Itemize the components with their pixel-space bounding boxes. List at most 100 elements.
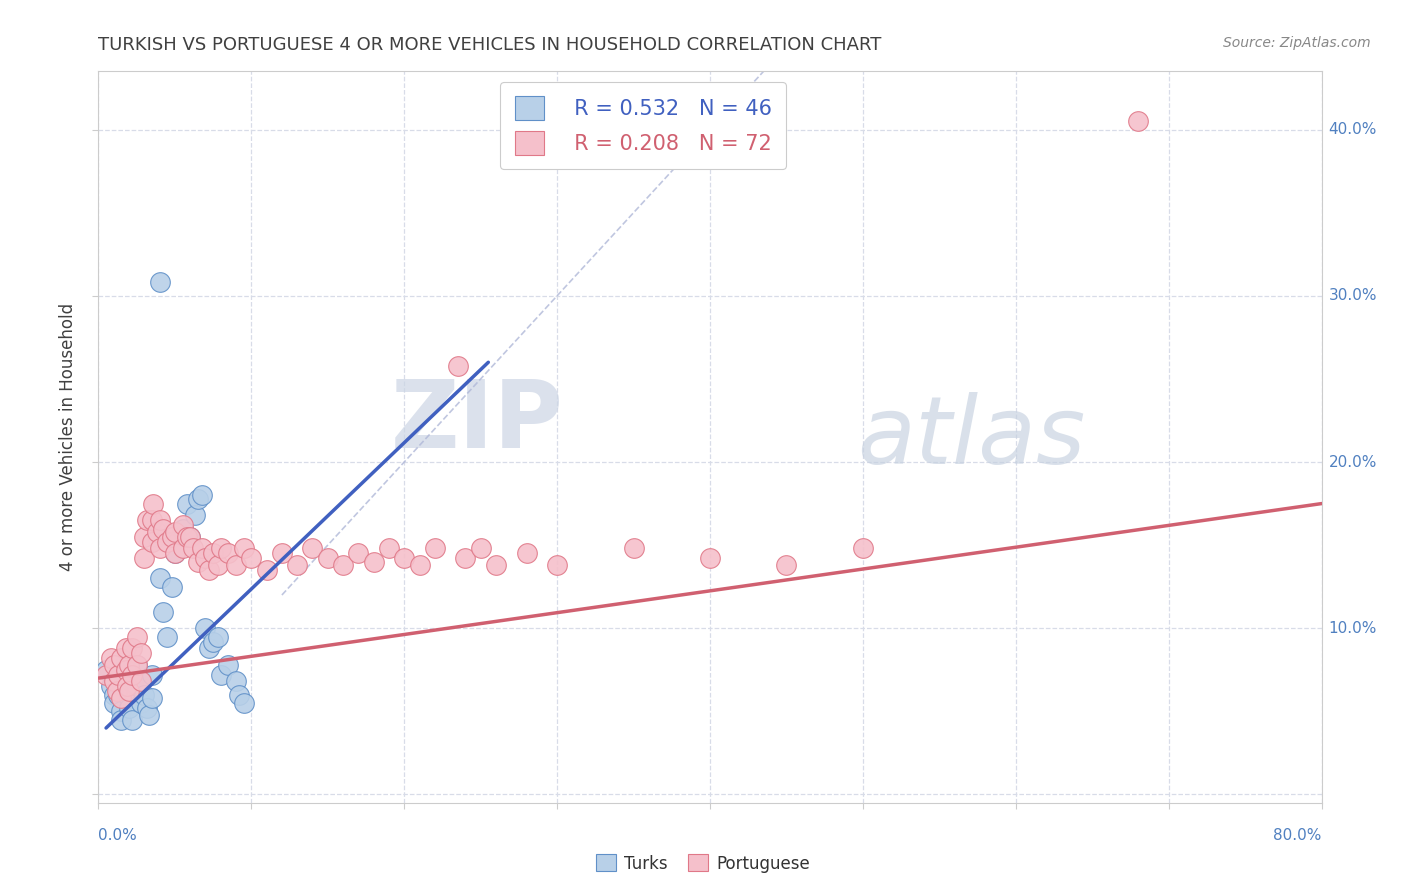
Point: [118, 657, 141, 672]
Point: [184, 508, 207, 523]
Point: [107, 667, 129, 681]
Point: [316, 551, 339, 566]
Text: 10.0%: 10.0%: [1329, 621, 1376, 636]
Point: [115, 674, 138, 689]
Point: [187, 555, 209, 569]
Point: [775, 558, 797, 573]
Point: [202, 546, 225, 560]
Point: [191, 541, 214, 556]
Point: [121, 713, 143, 727]
Point: [378, 541, 401, 556]
Point: [197, 563, 219, 577]
Point: [125, 657, 148, 672]
Point: [117, 667, 139, 681]
Point: [129, 674, 152, 689]
Point: [285, 558, 308, 573]
Point: [134, 551, 156, 566]
Point: [187, 491, 209, 506]
Point: [623, 541, 645, 556]
Point: [103, 674, 125, 689]
Point: [125, 680, 148, 694]
Point: [176, 530, 198, 544]
Point: [423, 541, 446, 556]
Point: [134, 688, 156, 702]
Point: [172, 521, 194, 535]
Point: [145, 524, 167, 539]
Point: [207, 558, 229, 573]
Point: [118, 701, 141, 715]
Point: [194, 551, 217, 566]
Point: [485, 558, 508, 573]
Point: [115, 663, 138, 677]
Point: [160, 580, 183, 594]
Point: [105, 671, 128, 685]
Point: [516, 546, 538, 560]
Point: [217, 546, 239, 560]
Point: [852, 541, 875, 556]
Point: [270, 546, 292, 560]
Point: [103, 688, 125, 702]
Point: [163, 524, 186, 539]
Point: [125, 657, 148, 672]
Point: [546, 558, 568, 573]
Point: [176, 497, 198, 511]
Point: [225, 558, 247, 573]
Point: [454, 551, 477, 566]
Point: [118, 684, 141, 698]
Point: [699, 551, 721, 566]
Legend:   R = 0.532   N = 46,   R = 0.208   N = 72: R = 0.532 N = 46, R = 0.208 N = 72: [501, 82, 786, 169]
Point: [209, 541, 232, 556]
Point: [100, 680, 122, 694]
Point: [408, 558, 430, 573]
Point: [149, 513, 172, 527]
Point: [207, 630, 229, 644]
Point: [142, 497, 165, 511]
Point: [179, 530, 201, 544]
Point: [228, 688, 250, 702]
Point: [156, 630, 179, 644]
Point: [115, 641, 138, 656]
Point: [191, 488, 214, 502]
Point: [332, 558, 354, 573]
Point: [94, 663, 117, 677]
Point: [141, 667, 163, 681]
Point: [121, 667, 143, 681]
Point: [149, 571, 172, 585]
Text: atlas: atlas: [856, 392, 1085, 483]
Point: [129, 674, 152, 689]
Point: [136, 513, 159, 527]
Point: [152, 605, 174, 619]
Text: Source: ZipAtlas.com: Source: ZipAtlas.com: [1223, 36, 1371, 50]
Text: TURKISH VS PORTUGUESE 4 OR MORE VEHICLES IN HOUSEHOLD CORRELATION CHART: TURKISH VS PORTUGUESE 4 OR MORE VEHICLES…: [98, 36, 882, 54]
Point: [179, 530, 201, 544]
Point: [163, 546, 186, 560]
Point: [256, 563, 278, 577]
Point: [232, 541, 254, 556]
Point: [94, 667, 117, 681]
Text: ZIP: ZIP: [391, 376, 564, 468]
Point: [129, 646, 152, 660]
Y-axis label: 4 or more Vehicles in Household: 4 or more Vehicles in Household: [59, 303, 77, 571]
Point: [202, 634, 225, 648]
Legend: Turks, Portuguese: Turks, Portuguese: [589, 847, 817, 880]
Point: [110, 691, 132, 706]
Point: [141, 691, 163, 706]
Point: [232, 696, 254, 710]
Point: [240, 551, 263, 566]
Text: 20.0%: 20.0%: [1329, 455, 1376, 469]
Point: [470, 541, 492, 556]
Point: [110, 713, 132, 727]
Point: [209, 667, 232, 681]
Point: [160, 530, 183, 544]
Point: [181, 541, 204, 556]
Point: [118, 691, 141, 706]
Point: [141, 513, 163, 527]
Point: [145, 530, 167, 544]
Point: [115, 655, 138, 669]
Point: [125, 630, 148, 644]
Text: 30.0%: 30.0%: [1329, 288, 1376, 303]
Point: [392, 551, 416, 566]
Point: [117, 680, 139, 694]
Point: [152, 521, 174, 535]
Point: [163, 546, 186, 560]
